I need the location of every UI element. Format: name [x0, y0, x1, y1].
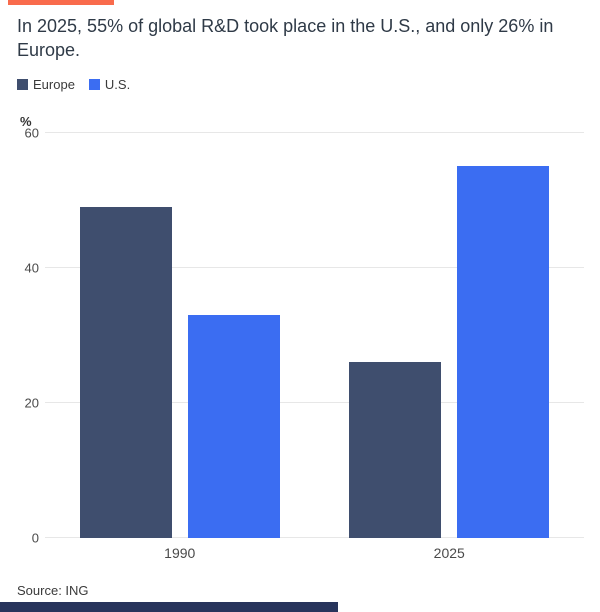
- bar-us-1990: [187, 314, 280, 538]
- chart-title: In 2025, 55% of global R&D took place in…: [17, 16, 554, 61]
- gridline: [45, 131, 584, 133]
- bar-us-2025: [457, 166, 550, 538]
- bar-group-2025: [315, 133, 585, 538]
- legend-swatch-us: [88, 78, 100, 90]
- bar-europe-1990: [79, 206, 172, 538]
- legend-swatch-europe: [17, 78, 28, 90]
- x-tick-label-1990: 1990: [164, 544, 196, 561]
- top-accent-bar: [8, 0, 114, 5]
- y-tick-label: 20: [24, 395, 39, 411]
- gridline: [45, 536, 584, 538]
- x-tick-label-2025: 2025: [433, 544, 465, 561]
- legend-item-europe: Europe: [17, 77, 75, 92]
- gridline: [45, 401, 584, 403]
- y-axis: 0 20 40 60: [17, 125, 45, 545]
- source-text: Source: ING: [17, 583, 89, 598]
- bar-group-1990: [45, 133, 315, 538]
- bar-europe-2025: [349, 362, 442, 538]
- bottom-accent-bar: [0, 602, 338, 612]
- legend-label-europe: Europe: [33, 76, 75, 92]
- bar-chart: 0 20 40 60: [17, 125, 584, 545]
- bar-groups: [45, 133, 584, 538]
- chart-card: In 2025, 55% of global R&D took place in…: [17, 16, 584, 561]
- x-axis: 1990 2025: [45, 538, 584, 561]
- y-tick-label: 0: [31, 530, 39, 546]
- y-axis-unit-label: %: [20, 113, 32, 129]
- gridline: [45, 266, 584, 268]
- y-tick-label: 40: [24, 260, 39, 276]
- legend: Europe U.S.: [17, 77, 584, 92]
- legend-label-us: U.S.: [104, 76, 131, 92]
- plot-area: [45, 131, 584, 538]
- y-tick-label: 60: [24, 125, 39, 141]
- legend-item-us: U.S.: [88, 76, 131, 92]
